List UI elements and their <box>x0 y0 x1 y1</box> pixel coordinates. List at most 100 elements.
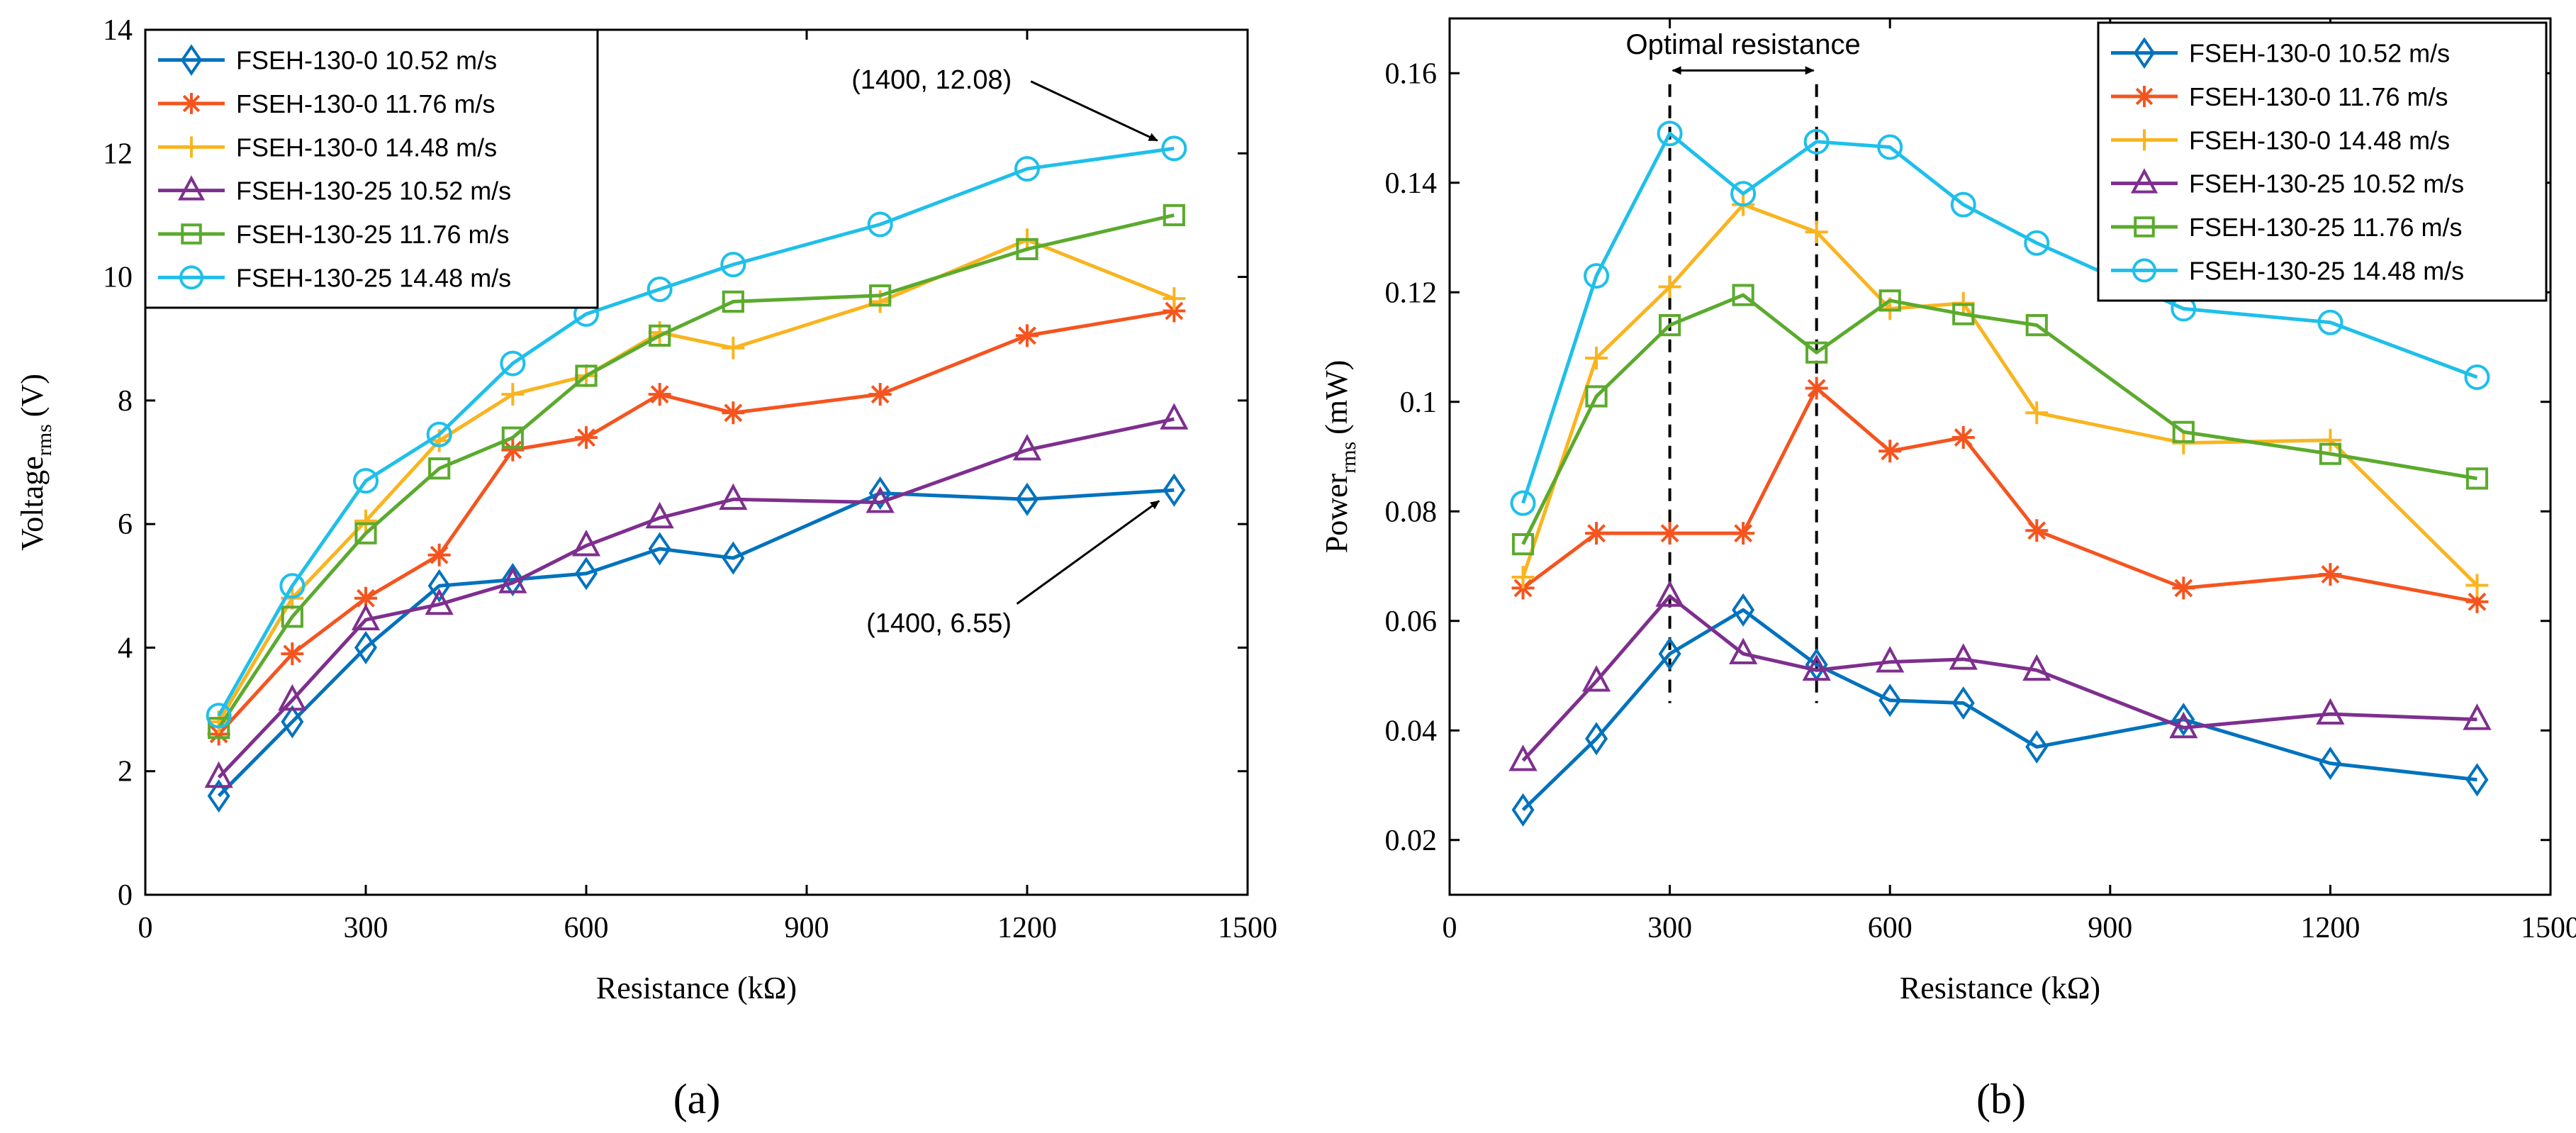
legend-marker <box>2134 216 2155 238</box>
data-point <box>354 509 377 532</box>
legend-entry: FSEH-130-0 11.76 m/s <box>2111 82 2448 111</box>
y-axis-label-unit: (V) <box>15 374 50 417</box>
data-point <box>645 501 674 529</box>
legend-label: FSEH-130-25 11.76 m/s <box>2189 213 2463 242</box>
x-tick-label: 900 <box>2088 912 2132 944</box>
series <box>1508 580 2492 771</box>
data-point <box>866 486 895 513</box>
data-point <box>208 717 230 739</box>
legend-label: FSEH-130-25 14.48 m/s <box>236 263 511 292</box>
y-axis-label: Voltagerms (V) <box>15 374 56 551</box>
data-point <box>2024 230 2050 256</box>
data-point <box>1163 203 1185 227</box>
legend-entry: FSEH-130-25 11.76 m/s <box>158 220 510 249</box>
annotation-label: (1400, 12.08) <box>851 65 1012 95</box>
series <box>207 473 1186 813</box>
data-point <box>2025 519 2049 542</box>
data-point <box>1510 490 1536 516</box>
data-point <box>1805 221 1828 244</box>
data-point <box>2464 364 2490 390</box>
data-point <box>1015 482 1039 516</box>
y-tick-label: 0.08 <box>1385 496 1438 528</box>
data-point <box>501 438 525 462</box>
data-point <box>1802 654 1831 681</box>
data-point <box>1161 135 1187 162</box>
legend-label: FSEH-130-25 10.52 m/s <box>236 177 511 206</box>
data-point <box>427 543 451 566</box>
data-point <box>867 211 893 238</box>
data-point <box>1585 385 1608 408</box>
legend-marker <box>2133 37 2156 69</box>
series-line <box>1521 594 2477 762</box>
data-point <box>207 722 230 746</box>
data-point <box>281 605 303 628</box>
series-line <box>1521 293 2477 545</box>
series <box>1511 284 2489 556</box>
data-point <box>1584 263 1610 289</box>
legend-label: FSEH-130-0 11.76 m/s <box>2189 82 2448 111</box>
data-point <box>1878 440 1902 463</box>
legend-label: FSEH-130-0 10.52 m/s <box>2189 39 2450 68</box>
data-point <box>720 252 746 278</box>
data-point <box>575 364 598 387</box>
legend-marker <box>181 136 202 158</box>
annotation-arrow <box>1016 500 1160 605</box>
legend-box <box>144 28 599 309</box>
data-point <box>2169 711 2198 739</box>
y-tick-label: 0.1 <box>1400 386 1438 419</box>
data-point <box>1951 686 1975 720</box>
x-axis-label: Resistance (kΩ) <box>596 971 797 1005</box>
data-point <box>1950 191 1976 218</box>
data-point <box>1585 722 1608 756</box>
legend-entry: FSEH-130-0 10.52 m/s <box>2111 37 2450 69</box>
data-point <box>500 350 526 376</box>
legend-marker <box>181 223 202 245</box>
legend-entry: FSEH-130-25 10.52 m/s <box>158 175 511 206</box>
data-point <box>1511 565 1535 588</box>
legend-marker <box>2134 86 2155 107</box>
data-point <box>354 586 377 610</box>
y-axis-label-main: Power <box>1319 473 1354 553</box>
y-tick-label: 0.02 <box>1385 825 1438 857</box>
data-point <box>1659 314 1681 337</box>
y-tick-label: 0.04 <box>1385 715 1438 747</box>
data-point <box>868 476 892 510</box>
data-point <box>1730 181 1757 207</box>
axis-ticks: 0 300 600 900 1200 1500 0 2 4 6 8 10 12 14 <box>103 14 1277 944</box>
x-tick-label: 900 <box>785 912 829 944</box>
data-point <box>207 779 230 813</box>
data-point <box>279 573 306 599</box>
x-tick-label: 300 <box>1647 912 1692 944</box>
data-point <box>1508 744 1538 771</box>
series <box>1511 193 2489 597</box>
data-point <box>1016 238 1038 260</box>
x-tick-label: 1200 <box>997 912 1057 944</box>
legend-box <box>2097 21 2548 302</box>
data-point <box>1732 284 1754 306</box>
data-point <box>351 603 381 631</box>
data-point <box>281 642 304 666</box>
y-tick-label: 6 <box>118 508 133 541</box>
y-tick-label: 4 <box>118 632 133 664</box>
legend-label: FSEH-130-0 14.48 m/s <box>2189 125 2450 155</box>
data-point <box>1658 275 1681 298</box>
data-point <box>1803 128 1830 155</box>
legend: FSEH-130-0 10.52 m/s FSEH-130-0 11.76 m/s… <box>2097 21 2548 302</box>
data-point <box>2319 428 2342 452</box>
annotation-arrow <box>1030 80 1158 142</box>
y-tick-label: 0 <box>118 879 133 912</box>
x-axis-label: Resistance (kΩ) <box>1900 971 2100 1005</box>
data-point <box>1012 433 1042 461</box>
data-point <box>1014 156 1040 182</box>
data-point <box>2465 574 2489 597</box>
data-point <box>574 557 598 591</box>
legend-entry: FSEH-130-0 11.76 m/s <box>158 89 495 118</box>
legend-marker <box>2130 168 2158 194</box>
data-point <box>1949 643 1978 670</box>
data-point <box>869 284 892 307</box>
legend-label: FSEH-130-0 11.76 m/s <box>236 89 495 118</box>
plot-frame <box>144 28 1249 896</box>
data-point <box>501 563 525 597</box>
legend-entry: FSEH-130-25 10.52 m/s <box>2111 168 2464 199</box>
legend-entry: FSEH-130-25 11.76 m/s <box>2111 213 2463 242</box>
